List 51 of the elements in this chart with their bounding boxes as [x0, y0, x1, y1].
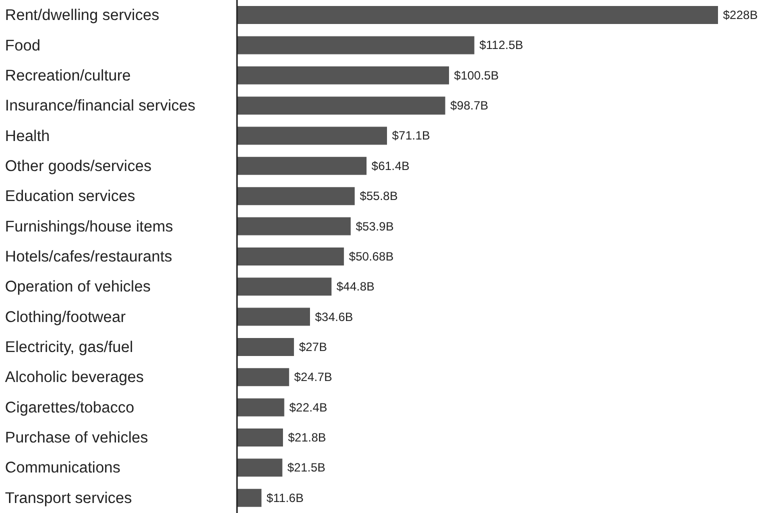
bar	[237, 126, 387, 145]
y-tick-label: Electricity, gas/fuel	[5, 339, 134, 356]
data-label: $55.8B	[360, 189, 398, 204]
bar	[237, 217, 351, 236]
bar	[237, 96, 446, 115]
y-tick-label: Operation of vehicles	[5, 278, 151, 296]
data-label: $53.9B	[356, 219, 394, 234]
data-label: $22.4B	[289, 400, 328, 414]
y-tick-label: Purchase of vehicles	[5, 430, 148, 447]
y-tick-label: Health	[5, 128, 50, 145]
y-tick-label: Furnishings/house items	[5, 218, 174, 236]
y-tick-label: Clothing/footwear	[5, 308, 126, 326]
bar	[237, 66, 450, 84]
bar	[237, 6, 718, 24]
y-tick-label: Transport services	[5, 490, 132, 507]
bar	[237, 458, 282, 477]
bar	[237, 338, 294, 356]
data-label: $34.6B	[314, 310, 354, 324]
bar	[237, 156, 367, 175]
y-tick-label: Education services	[5, 188, 136, 206]
y-tick-label: Hotels/cafes/restaurants	[5, 248, 172, 266]
data-label: $112.5B	[479, 38, 524, 52]
y-tick-label: Food	[5, 37, 40, 54]
y-tick-label: Insurance/financial services	[5, 98, 196, 115]
bar	[237, 247, 344, 266]
data-label: $24.7B	[294, 370, 332, 384]
data-label: $71.1B	[392, 128, 430, 143]
bar	[237, 36, 474, 54]
data-label: $21.5B	[287, 460, 326, 475]
bar	[237, 308, 310, 326]
bar	[237, 428, 283, 447]
y-tick-label: Alcoholic beverages	[5, 369, 144, 386]
bar	[237, 368, 290, 386]
y-tick-label: Cigarettes/tobacco	[5, 399, 134, 416]
bar	[237, 488, 262, 507]
bar	[237, 398, 284, 416]
data-label: $27B	[298, 340, 327, 354]
data-label: $61.4B	[372, 158, 410, 173]
data-label: $100.5B	[454, 68, 499, 82]
bar	[237, 187, 355, 206]
bar	[237, 278, 332, 296]
data-label: $50.68B	[348, 249, 394, 264]
y-tick-label: Communications	[5, 460, 121, 477]
data-label: $21.8B	[288, 430, 326, 445]
y-tick-label: Recreation/culture	[5, 67, 131, 84]
data-label: $228B	[723, 8, 758, 22]
data-label: $44.8B	[336, 280, 375, 294]
data-label: $98.7B	[450, 98, 488, 113]
y-tick-label: Other goods/services	[5, 158, 152, 175]
y-tick-label: Rent/dwelling services	[5, 7, 160, 24]
data-label: $11.6B	[266, 490, 304, 505]
